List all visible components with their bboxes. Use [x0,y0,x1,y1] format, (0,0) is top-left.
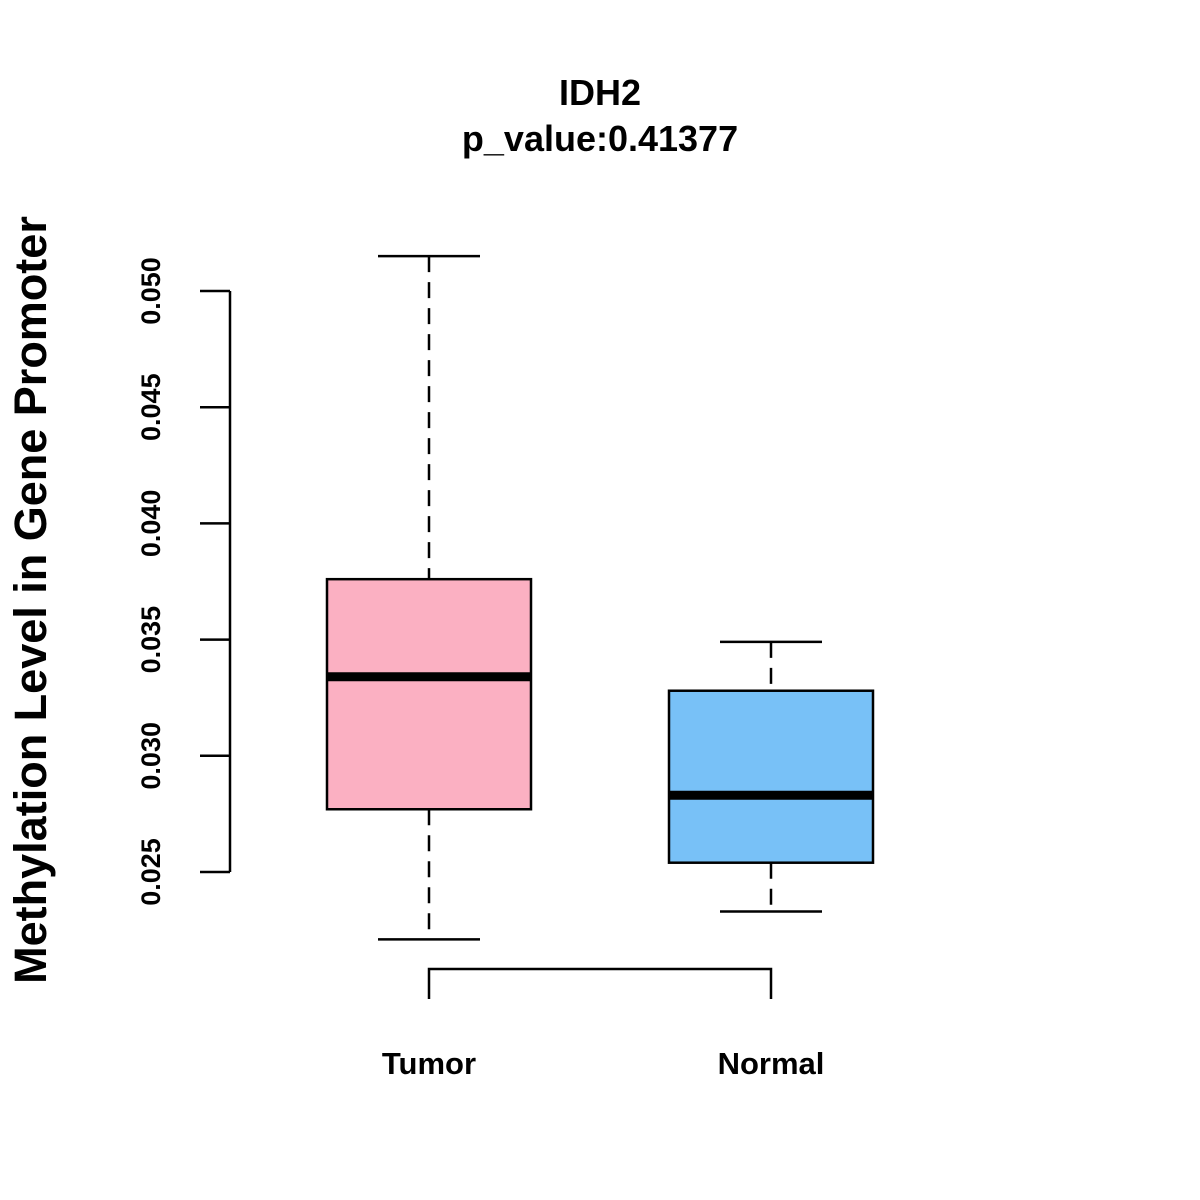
y-tick-label: 0.040 [136,490,166,558]
y-tick-label: 0.050 [136,257,166,325]
boxes [325,254,875,941]
y-tick-label: 0.045 [136,373,166,441]
y-tick-label: 0.035 [136,606,166,674]
box-rect [325,577,533,811]
x-label-normal: Normal [718,1046,825,1081]
comparison-bracket [427,967,773,999]
box-rect [667,689,875,864]
x-axis-labels: Tumor Normal [382,1046,824,1081]
y-axis: 0.025 0.030 0.035 0.040 0.045 0.050 [136,257,232,906]
y-tick-label: 0.025 [136,838,166,906]
bracket-line [427,967,773,999]
chart-subtitle: p_value:0.41377 [462,118,738,159]
box-tumor [325,254,533,941]
chart-title: IDH2 [559,72,641,113]
y-tick-label: 0.030 [136,722,166,790]
y-axis-label: Methylation Level in Gene Promoter [5,216,56,984]
box-normal [667,640,875,913]
x-label-tumor: Tumor [382,1046,476,1081]
